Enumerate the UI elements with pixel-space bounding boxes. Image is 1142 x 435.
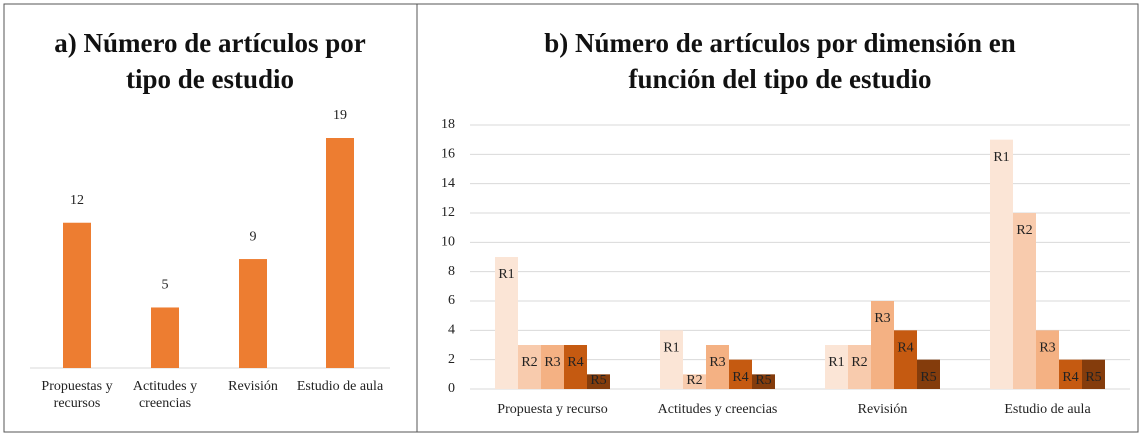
series-label: R5 (755, 373, 771, 388)
bar (239, 259, 267, 368)
y-tick-label: 12 (441, 205, 455, 220)
x-tick-label: Revisión (228, 379, 278, 394)
y-tick-label: 18 (441, 117, 455, 132)
series-label: R5 (1085, 370, 1101, 385)
bar (683, 374, 706, 389)
chart-title: b) Número de artículos por dimensión en … (544, 28, 1016, 94)
data-label: 9 (250, 229, 257, 244)
bar (326, 138, 354, 368)
bar (660, 330, 683, 389)
series-label: R2 (521, 355, 537, 370)
bar (151, 307, 179, 368)
bar (848, 345, 871, 389)
y-tick-label: 4 (448, 323, 455, 338)
bar (1013, 213, 1036, 389)
x-tick-label: Estudio de aula (1004, 402, 1091, 417)
bar (752, 374, 775, 389)
y-tick-label: 8 (448, 264, 455, 279)
series-label: R3 (544, 355, 560, 370)
bar (1036, 330, 1059, 389)
series-label: R1 (663, 341, 679, 356)
bar (825, 345, 848, 389)
x-tick-label: Estudio de aula (296, 379, 384, 394)
chart-title: a) Número de artículos por tipo de estud… (54, 28, 366, 94)
y-tick-label: 6 (448, 293, 455, 308)
bar (587, 374, 610, 389)
data-label: 5 (162, 278, 169, 293)
series-label: R2 (851, 355, 867, 370)
series-label: R1 (498, 267, 514, 282)
series-label: R1 (828, 355, 844, 370)
bar (706, 345, 729, 389)
x-tick-label: Actitudes y creencias (657, 402, 778, 417)
bar (518, 345, 541, 389)
series-label: R3 (874, 311, 890, 326)
x-tick-label: Revisión (857, 402, 908, 417)
series-label: R1 (993, 150, 1009, 165)
series-label: R4 (897, 341, 913, 356)
series-label: R4 (567, 355, 583, 370)
bar (729, 359, 752, 389)
bar (990, 139, 1013, 389)
data-label: 12 (70, 193, 84, 208)
series-label: R5 (590, 373, 606, 388)
x-tick-label: Propuesta y recurso (497, 402, 608, 417)
y-tick-label: 14 (441, 176, 455, 191)
x-tick-label: Actitudes y creencias (132, 379, 198, 411)
bar (871, 301, 894, 389)
y-tick-label: 10 (441, 235, 455, 250)
series-label: R5 (920, 370, 936, 385)
series-label: R3 (1039, 341, 1055, 356)
series-label: R2 (686, 373, 702, 388)
y-tick-label: 2 (448, 352, 455, 367)
y-tick-label: 0 (448, 381, 455, 396)
x-tick-label: Propuestas y recursos (41, 379, 113, 411)
bar (1082, 359, 1105, 389)
bar (495, 257, 518, 389)
bar (917, 359, 940, 389)
y-tick-label: 16 (441, 147, 455, 162)
data-label: 19 (333, 108, 347, 123)
series-label: R3 (709, 355, 725, 370)
series-label: R2 (1016, 223, 1032, 238)
bar (541, 345, 564, 389)
series-label: R4 (732, 370, 748, 385)
bar (894, 330, 917, 389)
bar (564, 345, 587, 389)
frame (3, 3, 1139, 433)
series-label: R4 (1062, 370, 1078, 385)
bar (1059, 359, 1082, 389)
bar (63, 222, 91, 368)
